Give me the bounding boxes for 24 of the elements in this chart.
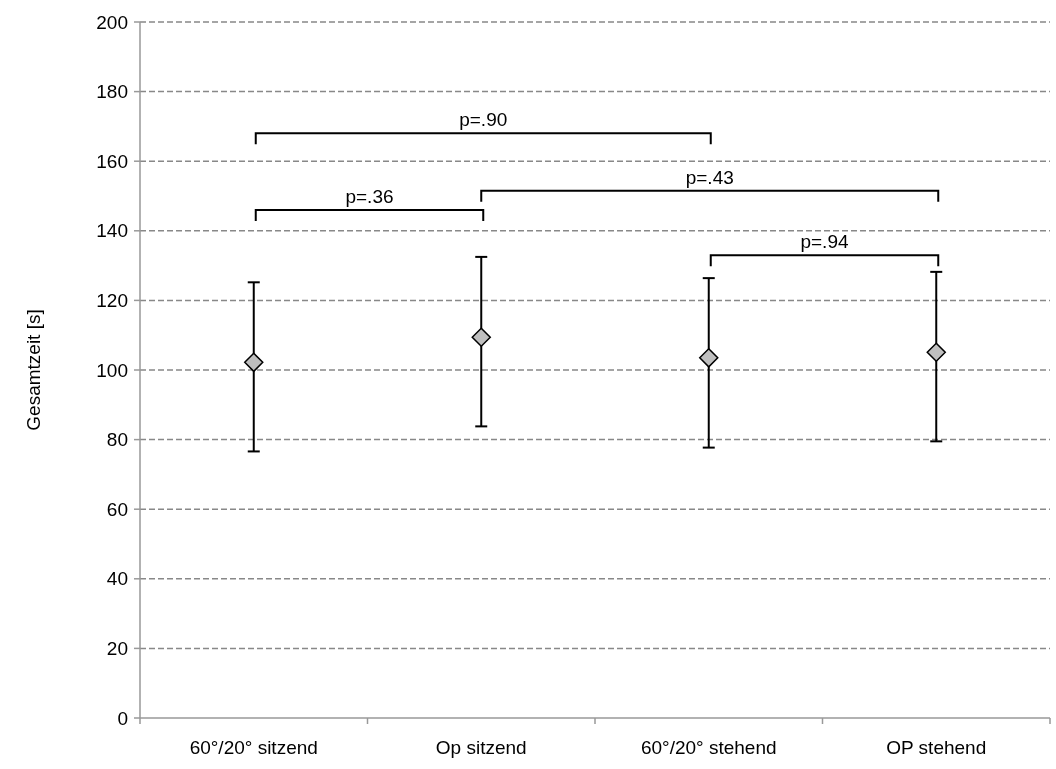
y-tick-label: 80	[106, 429, 128, 451]
y-tick-label: 180	[96, 81, 128, 103]
annotation: p=.43	[685, 166, 734, 188]
x-tick-label: OP stehend	[886, 737, 987, 758]
y-tick-label: 100	[96, 359, 128, 381]
point	[926, 342, 946, 362]
y-tick-label: 140	[96, 220, 128, 242]
x-tick-label: 60°/20° stehend	[640, 737, 777, 758]
point	[244, 352, 264, 373]
y-tick-label: 0	[117, 707, 128, 729]
point	[471, 327, 491, 348]
x-tick-label: Op sitzend	[435, 737, 527, 758]
point	[699, 348, 719, 368]
y-tick-label: 40	[106, 568, 128, 590]
y-tick-label: 160	[96, 150, 128, 172]
annotation: p=.36	[345, 185, 394, 207]
annotation: p=.90	[459, 109, 508, 131]
x-tick-label: 60°/20° sitzend	[189, 737, 318, 758]
y-tick-label: 20	[106, 638, 128, 660]
y-tick-label: 60	[106, 498, 128, 520]
y-tick-label: 200	[96, 11, 128, 33]
annotation: p=.94	[800, 231, 849, 253]
y-tick-label: 120	[96, 290, 128, 312]
y-axis-title: Gesamtzeit [s]	[23, 309, 44, 431]
